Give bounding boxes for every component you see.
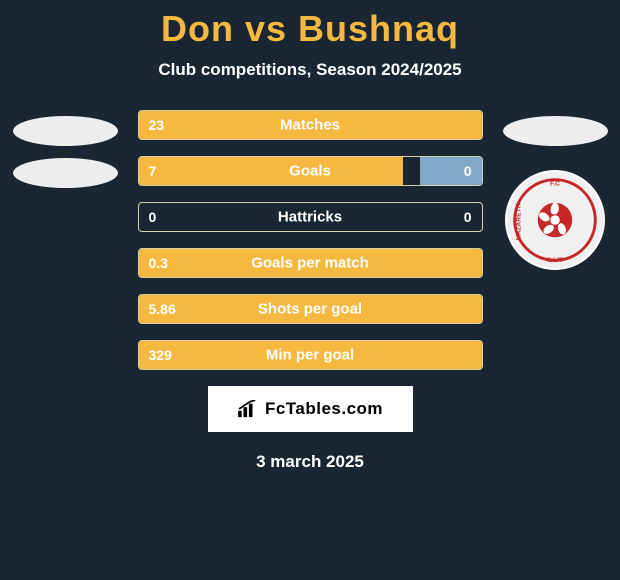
brand-chart-icon: [237, 400, 259, 418]
bar-left-value: 7: [149, 163, 157, 179]
bar-left-value: 0.3: [149, 255, 168, 271]
subtitle: Club competitions, Season 2024/2025: [158, 60, 461, 80]
svg-text:F.C: F.C: [550, 180, 560, 187]
bar-label: Matches: [280, 117, 340, 134]
bar-left-value: 23: [149, 117, 165, 133]
svg-text:ILLIT: ILLIT: [547, 257, 564, 264]
bar-right-value: 0: [464, 209, 472, 225]
bar-left-value: 329: [149, 347, 172, 363]
comparison-card: Don vs Bushnaq Club competitions, Season…: [0, 0, 620, 580]
bar-right-fill: [420, 157, 482, 185]
brand-text: FcTables.com: [265, 399, 383, 419]
stat-bar: 5.86 Shots per goal: [138, 294, 483, 324]
stat-bars: 23 Matches 7 0 Goals 0 0 Hattricks 0.3 Goals per …: [138, 110, 483, 370]
stat-bar: 7 0 Goals: [138, 156, 483, 186]
bar-label: Goals per match: [251, 255, 369, 272]
stat-bar: 0.3 Goals per match: [138, 248, 483, 278]
club-logo: F.C ILLIT NAZARETH: [505, 170, 605, 270]
bar-label: Goals: [289, 163, 331, 180]
brand-badge: FcTables.com: [208, 386, 413, 432]
bar-left-value: 5.86: [149, 301, 176, 317]
bar-label: Min per goal: [266, 347, 354, 364]
chart-area: 23 Matches 7 0 Goals 0 0 Hattricks 0.3 Goals per …: [0, 110, 620, 370]
date-text: 3 march 2025: [256, 452, 364, 472]
player-photo-placeholder: [503, 116, 608, 146]
stat-bar: 329 Min per goal: [138, 340, 483, 370]
svg-text:NAZARETH: NAZARETH: [515, 203, 522, 240]
player-photo-placeholder: [13, 116, 118, 146]
bar-label: Shots per goal: [258, 301, 362, 318]
club-logo-placeholder: [13, 158, 118, 188]
right-player-col: F.C ILLIT NAZARETH: [490, 110, 620, 270]
stat-bar: 23 Matches: [138, 110, 483, 140]
bar-left-fill: [139, 157, 403, 185]
stat-bar: 0 0 Hattricks: [138, 202, 483, 232]
page-title: Don vs Bushnaq: [161, 8, 459, 50]
bar-left-value: 0: [149, 209, 157, 225]
bar-label: Hattricks: [278, 209, 342, 226]
bar-right-value: 0: [464, 163, 472, 179]
left-player-col: [0, 110, 130, 194]
